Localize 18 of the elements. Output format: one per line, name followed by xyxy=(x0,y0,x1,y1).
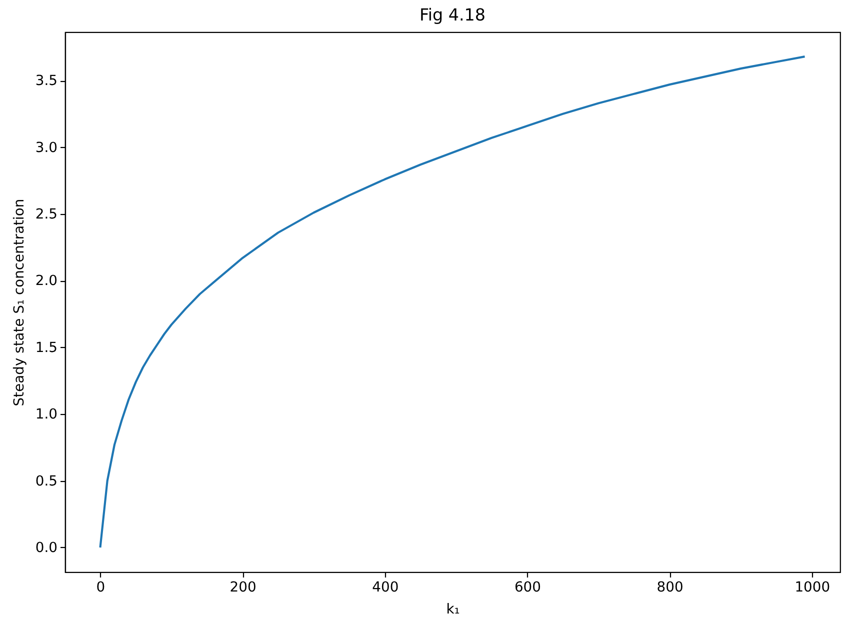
chart-title: Fig 4.18 xyxy=(419,4,486,24)
line-series xyxy=(99,55,806,549)
y-tick-label: 0.5 xyxy=(35,473,58,490)
y-tick-label: 3.5 xyxy=(35,73,58,90)
y-tick-label: 1.5 xyxy=(35,340,58,356)
y-tick-label: 2.5 xyxy=(35,206,58,222)
x-tick-label: 400 xyxy=(372,580,399,596)
x-tick-label: 1000 xyxy=(794,580,830,596)
y-tick-label: 3.0 xyxy=(35,140,58,156)
x-tick-label: 600 xyxy=(514,580,541,596)
y-axis-title: Steady state S₁ concentration xyxy=(11,198,28,406)
x-tick-label: 200 xyxy=(230,580,256,596)
x-axis-title: k₁ xyxy=(446,601,460,618)
y-tick-label: 2.0 xyxy=(35,273,58,290)
y-tick-label: 1.0 xyxy=(35,406,58,423)
y-tick-label: 0.0 xyxy=(35,540,58,556)
x-tick-label: 0 xyxy=(96,580,106,596)
x-tick-label: 800 xyxy=(656,580,684,596)
